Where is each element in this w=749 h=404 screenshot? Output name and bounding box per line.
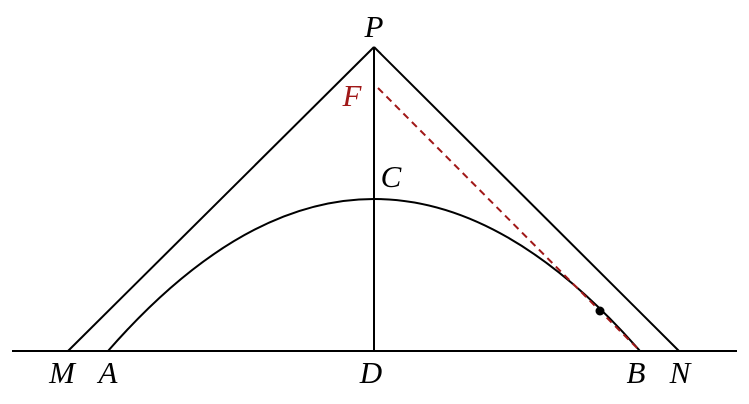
label-f: F [342,78,363,113]
label-a: A [97,355,119,390]
point [595,306,605,316]
label-m: M [48,355,77,390]
label-p: P [364,9,384,44]
label-n: N [669,355,693,390]
parabola [107,198,641,352]
dashed-line-fb [377,87,641,352]
label-b: B [627,355,646,390]
side-pn [373,46,680,352]
side-pm [67,46,375,352]
label-c: C [381,159,402,194]
label-d: D [359,355,382,390]
